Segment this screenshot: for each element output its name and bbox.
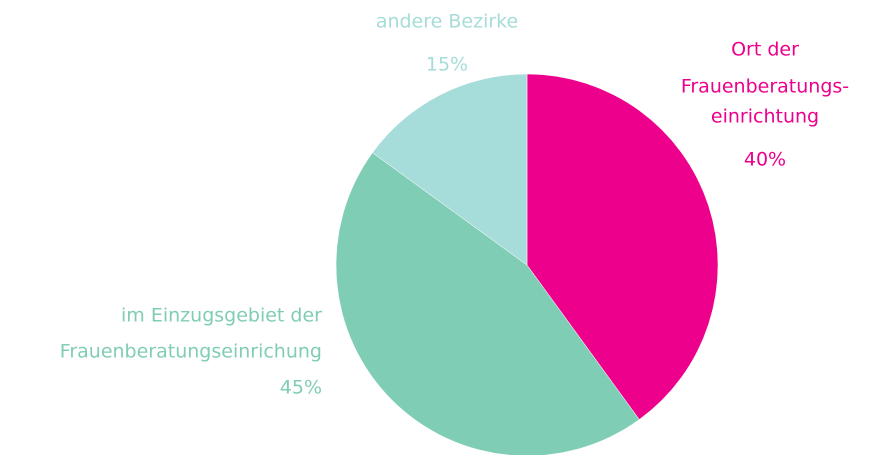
slice-label: einrichtung [711, 106, 819, 128]
slice-label: Ort der [731, 39, 799, 61]
slice-label: Frauenberatungs- [681, 76, 849, 98]
value-label: 40% [744, 149, 786, 171]
pie-slice [372, 73, 528, 266]
slice-label: andere Bezirke [376, 11, 518, 33]
slice-label: im Einzugsgebiet der [121, 305, 322, 327]
value-label: 45% [280, 377, 322, 399]
slice-label: Frauenberatungseinrichung [60, 341, 322, 363]
pie-slice [335, 152, 640, 455]
pie-slice [526, 73, 719, 420]
value-label: 15% [426, 54, 468, 76]
